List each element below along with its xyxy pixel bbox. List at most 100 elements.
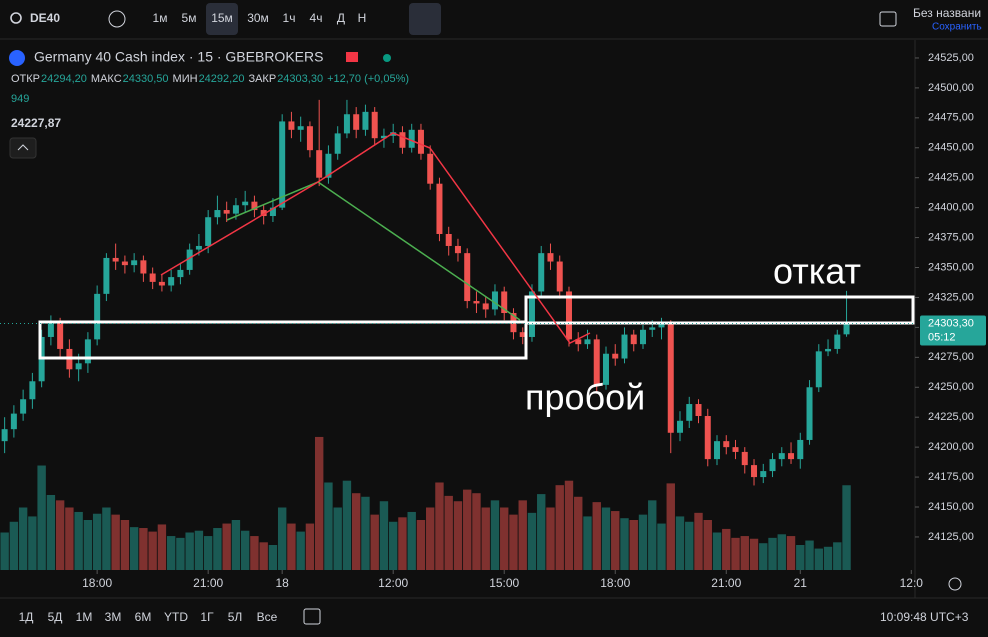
volume-bar [546,507,555,570]
candle-body [158,281,165,286]
candle-body [760,471,767,478]
candle-body [565,291,572,340]
candle-body [686,404,693,421]
volume-bar [555,485,564,570]
range-button[interactable]: 1М [76,610,93,624]
candle-body [501,291,508,314]
volume-bar [370,514,379,570]
candle-body [528,291,535,337]
zone-rect [524,295,915,325]
interval-button[interactable]: 1ч [283,11,296,25]
clock[interactable]: 10:09:48 UTC+3 [880,610,969,624]
volume-bar [786,536,796,570]
range-button[interactable]: 6М [135,610,152,624]
range-button[interactable]: 5Д [48,610,63,624]
candle-body [316,150,323,178]
volume-bar [55,500,65,570]
candle-body [84,339,91,364]
candle-body [242,201,249,206]
candle-body [214,210,221,218]
symbol-logo [9,50,25,66]
price-tag-countdown: 05:12 [928,331,956,343]
candle-body [834,334,841,349]
interval-button[interactable]: 4ч [310,11,323,25]
range-button[interactable]: 1Г [200,610,214,624]
volume-bar [268,544,278,570]
status-dot [383,54,391,62]
candle-body [47,321,54,337]
symbol[interactable]: DE40 [30,11,60,25]
range-button[interactable]: 5Л [228,610,243,624]
candle-body [677,420,684,433]
date-range-icon[interactable] [303,608,321,625]
candle-body [399,132,406,148]
indicator-value: 24227,87 [11,116,61,130]
x-tick-label: 12:0 [900,576,924,590]
range-button[interactable]: Все [257,610,278,624]
y-tick-label: 24175,00 [928,471,974,483]
y-tick-label: 24400,00 [928,202,974,214]
volume-bar [176,537,185,570]
ohlc-value: 24303,30 [277,73,323,85]
volume-bar [231,519,241,570]
y-tick-label: 24350,00 [928,261,974,273]
candle-body [57,321,64,349]
volume-bar [240,530,250,570]
volume-bar [444,495,453,570]
candle-body [177,269,184,278]
y-tick-label: 24125,00 [928,531,974,543]
interval-button[interactable]: Д [337,11,345,25]
interval-button[interactable]: 5м [182,11,197,25]
candle-body [353,114,360,130]
candle-body [306,126,313,151]
volume-bar [805,540,814,570]
x-tick-label: 21:00 [711,576,741,590]
range-button[interactable]: YTD [164,610,188,624]
candle-body [547,253,554,262]
volume-bar [324,482,333,570]
candle-body [10,413,17,430]
volume-bar [342,480,352,570]
candle-body [454,245,461,254]
candle-body [121,261,128,266]
candle-body [417,129,424,154]
layout-name[interactable]: Без названи [913,6,981,20]
candle-body [205,217,212,246]
candle-body [825,348,832,352]
volume-bar [296,531,305,570]
candle-body [131,260,138,266]
candle-body [788,453,795,460]
interval-button[interactable]: 15м [211,11,233,25]
y-tick-label: 24225,00 [928,411,974,423]
range-button[interactable]: 1Д [19,610,34,624]
volume-bar [361,496,370,570]
range-button[interactable]: 3М [105,610,122,624]
collapse-button[interactable] [9,137,37,159]
annotation: пробой [525,377,645,418]
interval-button[interactable]: 1м [153,11,168,25]
volume-bar [157,524,167,570]
volume-bar [537,494,546,570]
volume-bar [527,512,537,570]
layout-icon[interactable] [879,11,897,27]
search-icon[interactable] [10,12,22,24]
volume-bar [287,523,296,570]
volume-bar [703,519,712,570]
save-button[interactable]: Сохранить [932,22,982,33]
interval-button[interactable]: 30м [247,11,269,25]
ohlc-value: 24292,20 [199,73,245,85]
y-tick-label: 24200,00 [928,441,974,453]
candle-body [269,207,276,217]
interval-button[interactable]: Н [358,11,367,25]
candle-body [612,353,619,359]
volume-bar [620,518,629,570]
add-symbol[interactable] [108,10,126,28]
candle-body [112,257,119,262]
settings-icon[interactable] [948,577,962,591]
volume-bar [657,523,666,570]
volume-bar [768,537,777,570]
volume-bar [139,528,148,570]
volume-bar [148,531,157,570]
candle-body [343,114,350,134]
volume-bar [435,482,444,570]
